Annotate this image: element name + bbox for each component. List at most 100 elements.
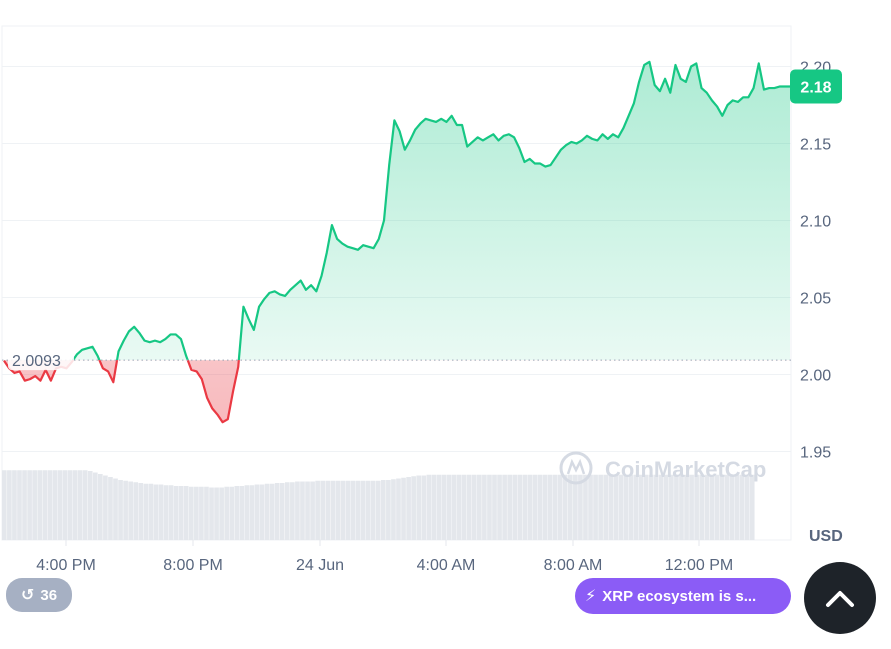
volume-bar [52,470,58,540]
volume-bar [719,474,725,540]
volume-bar [583,474,588,540]
volume-bar [669,474,674,540]
volume-bar [204,486,209,540]
volume-bar [441,474,447,540]
volume-bar [502,474,507,540]
volume-bar [98,474,103,540]
y-tick-label: 2.00 [800,368,831,385]
price-area [4,61,790,423]
volume-bar [77,470,83,540]
volume-bar [340,480,346,540]
volume-bar [173,486,179,540]
price-line [3,60,790,424]
volume-bar [229,486,235,540]
volume-bar [613,474,619,540]
volume-bar [729,474,735,540]
chevron-up-icon [826,591,854,607]
volume-bar [370,480,376,540]
volume-bar [694,474,699,540]
volume-bar [32,470,37,540]
volume-bar [239,486,245,540]
volume-bar [386,480,391,540]
volume-bar [300,481,305,540]
volume-bar [638,474,644,540]
price-line-up [4,60,790,361]
volume-bar [734,474,740,540]
volume-bar [42,470,48,540]
volume-bar [279,483,285,540]
scroll-to-top-button[interactable] [804,562,876,634]
volume-bar [315,480,320,540]
volume-bar [345,480,351,540]
volume-bar [416,475,422,540]
volume-bar [57,470,63,540]
y-tick-label: 2.10 [800,214,831,231]
y-tick-label: 2.15 [800,137,831,154]
volume-bar [739,474,745,540]
clock-history-icon: ↺ [20,587,35,604]
volume-bar [618,474,624,540]
svg-text:2.0093: 2.0093 [12,353,61,370]
volume-bar [603,474,608,540]
volume-bar [350,480,356,540]
volume-bar [158,484,164,540]
volume-bar [456,474,462,540]
volume-bar [254,484,260,540]
volume-bar [143,483,149,540]
x-tick-label: 24 Jun [296,557,344,574]
volume-bar [219,487,224,540]
volume-bar [330,480,336,540]
volume-bar [724,474,730,540]
svg-text:2.18: 2.18 [800,80,831,97]
news-pill[interactable]: ⚡ XRP ecosystem is s... [575,578,791,614]
y-tick-label: 1.95 [800,445,831,462]
volume-bar [209,487,214,540]
volume-bar [527,474,533,540]
volume-bar [517,474,523,540]
volume-bar [679,474,684,540]
history-count: 36 [40,586,58,604]
volume-bar [194,486,199,540]
volume-bar [396,478,401,540]
volume-bar [360,480,366,540]
volume-bar [269,483,275,540]
volume-bar [537,474,543,540]
x-tick-label: 8:00 AM [544,557,603,574]
history-badge[interactable]: ↺ 36 [6,578,72,612]
volume-bar [532,474,538,540]
volume-bar [684,474,689,540]
volume-bar [643,474,649,540]
volume-bar [22,470,27,540]
volume-bar [224,486,229,540]
volume-bar [749,474,755,540]
volume-bar [648,474,654,540]
volume-bar [92,472,98,540]
volume-bar [562,474,568,540]
volume-bar [451,474,457,540]
volume-bar [335,480,341,540]
volume-bar [552,474,558,540]
volume-bar [37,470,43,540]
x-axis: 4:00 PM 8:00 PM 24 Jun 4:00 AM 8:00 AM 12:00 … [36,540,733,574]
volume-bar [482,474,487,540]
volume-bar [628,474,634,540]
volume-bar [497,474,502,540]
volume-bar [118,480,123,540]
volume-bar [598,474,603,540]
volume-bar [138,483,144,540]
y-axis: 1.952.002.052.102.152.20 [800,60,831,462]
volume-bar [214,487,219,540]
volume-bar [284,482,290,540]
volume-bar [573,474,578,540]
volume-bar [290,482,295,540]
volume-bar [264,483,270,540]
volume-bar [381,480,386,540]
volume-bar [163,485,169,540]
volume-bar [744,474,750,540]
volume-bar [714,474,720,540]
volume-bar [704,474,710,540]
volume-bar [305,481,310,540]
reference-price-label: 2.0093 [8,348,74,371]
